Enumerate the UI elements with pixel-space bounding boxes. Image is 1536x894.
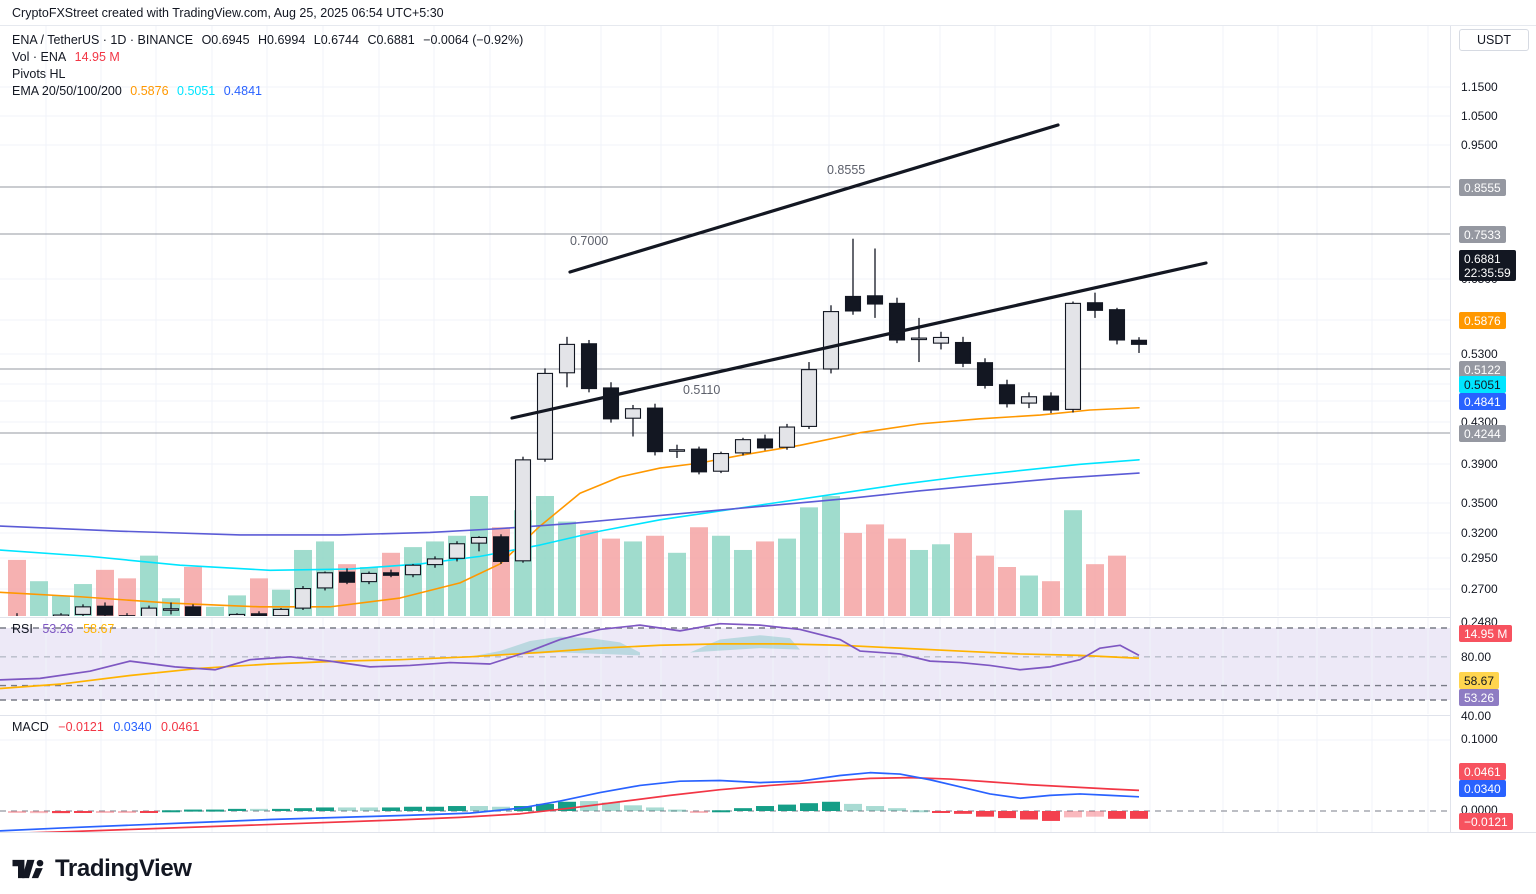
rsi-tick-58-67: 58.67	[1459, 672, 1500, 689]
attribution-bar: CryptoFXStreet created with TradingView.…	[0, 0, 1536, 26]
tradingview-mark-icon	[12, 859, 44, 879]
rsi-chart-svg[interactable]	[0, 618, 1450, 714]
price-tick-0-5122: 0.5122	[1459, 361, 1506, 378]
price-tick-0-2700: 0.2700	[1461, 582, 1498, 596]
svg-text:0.5110: 0.5110	[683, 383, 720, 397]
tradingview-logo[interactable]: TradingView	[12, 855, 192, 883]
volume-tag: 14.95 M	[1459, 625, 1513, 642]
rsi-legend-title[interactable]: RSI	[12, 622, 33, 636]
price-tick-0-2950: 0.2950	[1461, 551, 1498, 565]
svg-text:0.7000: 0.7000	[570, 234, 608, 248]
svg-text:0.8555: 0.8555	[827, 163, 865, 177]
rsi-tick-40-00: 40.00	[1461, 709, 1492, 723]
price-tick-0-3200: 0.3200	[1461, 526, 1498, 540]
rsi-pane[interactable]: RSI 53.26 58.67	[0, 617, 1450, 714]
price-tick-0-3900: 0.3900	[1461, 457, 1498, 471]
price-tick-1-1500: 1.1500	[1461, 80, 1498, 94]
macd-legend-value1: −0.0121	[58, 720, 104, 734]
price-axis[interactable]: USDT 1.15001.05000.95000.85550.75330.650…	[1450, 26, 1536, 868]
rsi-tick-53-26: 53.26	[1459, 689, 1500, 706]
macd-tick-0-1000: 0.1000	[1461, 732, 1498, 746]
tradingview-wordmark: TradingView	[55, 855, 192, 882]
price-tick-0-5051: 0.5051	[1459, 376, 1506, 393]
macd-legend-value2: 0.0340	[113, 720, 152, 734]
price-tick-0-8555: 0.8555	[1459, 179, 1506, 196]
price-tick-1-0500: 1.0500	[1461, 109, 1498, 123]
price-tick-0-7533: 0.7533	[1459, 226, 1506, 243]
price-tick-0-5300: 0.5300	[1461, 347, 1498, 361]
rsi-ma-legend-value: 58.67	[83, 622, 115, 636]
price-tick-0-3500: 0.3500	[1461, 496, 1498, 510]
macd-legend-value3: 0.0461	[161, 720, 200, 734]
macd-legend: MACD −0.0121 0.0340 0.0461	[12, 720, 205, 734]
bar-countdown: 22:35:59	[1464, 265, 1511, 280]
rsi-legend: RSI 53.26 58.67	[12, 622, 120, 636]
price-tick-0-5876: 0.5876	[1459, 312, 1506, 329]
rsi-tick-80-00: 80.00	[1461, 650, 1492, 664]
macd-chart-svg[interactable]	[0, 716, 1450, 832]
macd-tick-0-0340: 0.0340	[1459, 780, 1506, 797]
price-tick-0-9500: 0.9500	[1461, 138, 1498, 152]
attribution-text: CryptoFXStreet created with TradingView.…	[12, 5, 444, 20]
footer: TradingView	[0, 844, 1536, 894]
price-tick-0-4841: 0.4841	[1459, 393, 1506, 410]
currency-badge[interactable]: USDT	[1459, 29, 1529, 51]
current-price-tag: 0.6881 22:35:59	[1459, 250, 1516, 281]
macd-tick-neg0-0121: −0.0121	[1459, 813, 1513, 830]
macd-pane[interactable]: MACD −0.0121 0.0340 0.0461	[0, 715, 1450, 832]
macd-legend-title[interactable]: MACD	[12, 720, 49, 734]
macd-tick-0-0461: 0.0461	[1459, 763, 1506, 780]
current-price-value: 0.6881	[1464, 251, 1501, 266]
price-tick-0-4244: 0.4244	[1459, 425, 1506, 442]
rsi-legend-value: 53.26	[42, 622, 74, 636]
